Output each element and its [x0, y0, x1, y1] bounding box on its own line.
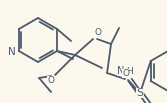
Text: S: S — [136, 88, 144, 98]
Text: O: O — [94, 28, 101, 37]
Text: H: H — [126, 67, 133, 76]
Text: O: O — [122, 69, 129, 78]
Text: O: O — [47, 76, 54, 85]
Text: N: N — [8, 47, 16, 57]
Text: N: N — [117, 66, 124, 76]
